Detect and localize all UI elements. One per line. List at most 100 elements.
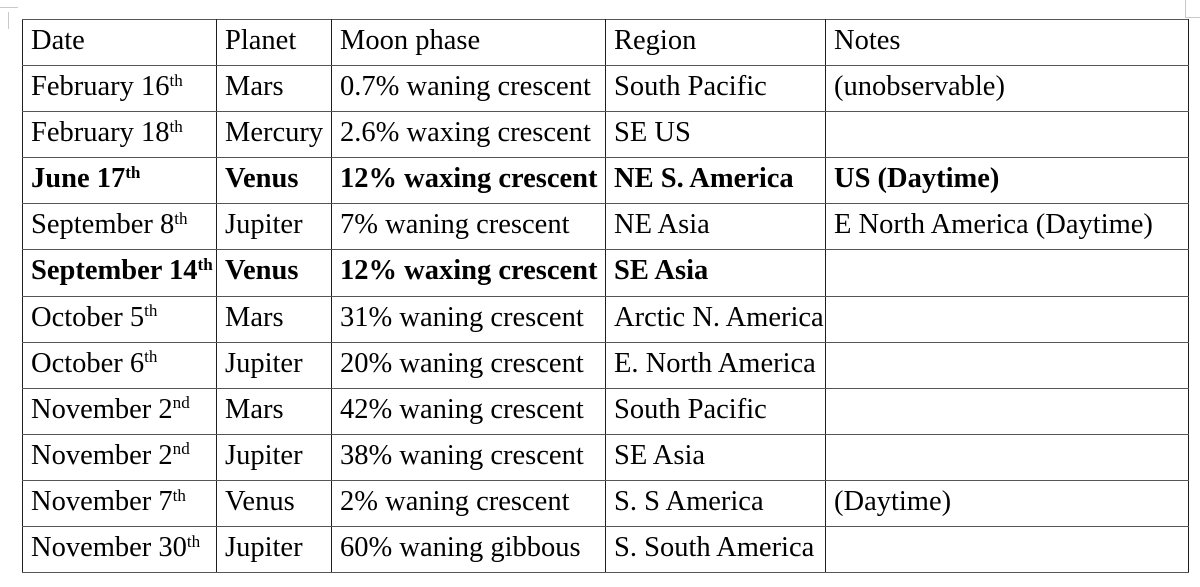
region-cell-text: SE Asia <box>614 255 709 287</box>
date-cell[interactable]: November 2nd <box>22 387 217 435</box>
table-row: October 5th Mars 31% waning crescent Arc… <box>22 295 1189 343</box>
notes-cell[interactable] <box>825 526 1189 574</box>
planet-cell[interactable]: Mars <box>216 387 332 435</box>
region-cell[interactable]: South Pacific <box>605 387 826 435</box>
notes-cell-text: (unobservable) <box>834 71 1005 103</box>
region-cell[interactable]: South Pacific <box>605 65 826 113</box>
planet-cell[interactable]: Mars <box>216 65 332 113</box>
region-cell[interactable]: NE S. America <box>605 157 826 205</box>
notes-cell[interactable]: US (Daytime) <box>825 157 1189 205</box>
header-row: Date Planet Moon phase Region Notes <box>22 18 1189 67</box>
date-cell[interactable]: September 14th <box>22 249 217 297</box>
date-cell[interactable]: November 30th <box>22 526 217 574</box>
moon-phase-cell[interactable]: 60% waning gibbous <box>331 526 606 574</box>
notes-cell[interactable] <box>825 341 1189 389</box>
notes-cell[interactable] <box>825 295 1189 343</box>
planet-cell-text: Mercury <box>225 117 324 149</box>
date-text: November 7 <box>31 485 173 517</box>
moon-phase-cell[interactable]: 12% waxing crescent <box>331 249 606 297</box>
moon-phase-cell-text: 2.6% waxing crescent <box>340 117 591 149</box>
planet-cell[interactable]: Jupiter <box>216 341 332 389</box>
header-cell-notes[interactable]: Notes <box>825 18 1189 67</box>
date-cell[interactable]: June 17th <box>22 157 217 205</box>
notes-cell-text: E North America (Daytime) <box>834 209 1153 241</box>
planet-cell-text: Jupiter <box>225 439 303 471</box>
region-cell-text: NE S. America <box>614 163 794 195</box>
date-ordinal-superscript: th <box>172 485 186 505</box>
header-cell-date[interactable]: Date <box>22 18 217 67</box>
planet-cell[interactable]: Jupiter <box>216 526 332 574</box>
planet-cell[interactable]: Mars <box>216 295 332 343</box>
notes-cell[interactable] <box>825 433 1189 481</box>
planet-cell-text: Venus <box>225 255 299 287</box>
planet-cell[interactable]: Venus <box>216 157 332 205</box>
moon-phase-cell[interactable]: 2.6% waxing crescent <box>331 111 606 159</box>
moon-phase-cell-text: 12% waxing crescent <box>340 163 598 195</box>
date-cell[interactable]: September 8th <box>22 203 217 251</box>
date-text: February 16 <box>31 71 170 103</box>
header-cell-planet[interactable]: Planet <box>216 18 332 67</box>
planet-cell[interactable]: Mercury <box>216 111 332 159</box>
date-cell[interactable]: November 7th <box>22 479 217 528</box>
header-cell-moon-phase[interactable]: Moon phase <box>331 18 606 67</box>
moon-phase-cell[interactable]: 0.7% waning crescent <box>331 65 606 113</box>
moon-phase-cell[interactable]: 42% waning crescent <box>331 387 606 435</box>
table-row: November 2nd Mars 42% waning crescent So… <box>22 387 1189 435</box>
moon-phase-cell[interactable]: 38% waning crescent <box>331 433 606 481</box>
moon-phase-cell[interactable]: 7% waning crescent <box>331 203 606 251</box>
region-cell-text: SE US <box>614 117 691 149</box>
moon-phase-cell-text: 60% waning gibbous <box>340 532 581 564</box>
region-cell[interactable]: S. South America <box>605 526 826 574</box>
header-cell-region[interactable]: Region <box>605 18 826 67</box>
date-cell[interactable]: February 18th <box>22 111 217 159</box>
moon-phase-cell[interactable]: 2% waning crescent <box>331 479 606 528</box>
date-cell[interactable]: October 6th <box>22 341 217 389</box>
table-row: September 14th Venus 12% waxing crescent… <box>22 249 1189 297</box>
moon-phase-cell-text: 20% waning crescent <box>340 347 584 379</box>
date-cell[interactable]: October 5th <box>22 295 217 343</box>
planet-cell[interactable]: Venus <box>216 479 332 528</box>
date-text: November 2 <box>31 439 173 471</box>
date-cell[interactable]: February 16th <box>22 65 217 113</box>
region-cell[interactable]: E. North America <box>605 341 826 389</box>
region-cell-text: SE Asia <box>614 439 706 471</box>
notes-cell[interactable]: E North America (Daytime) <box>825 203 1189 251</box>
date-text: October 6 <box>31 347 145 379</box>
table-row: June 17th Venus 12% waxing crescent NE S… <box>22 157 1189 205</box>
notes-cell[interactable]: (unobservable) <box>825 65 1189 113</box>
date-text: November 30 <box>31 532 187 564</box>
table-row: November 2nd Jupiter 38% waning crescent… <box>22 433 1189 481</box>
notes-cell[interactable]: (Daytime) <box>825 479 1189 528</box>
region-cell-text: South Pacific <box>614 393 767 425</box>
region-cell[interactable]: SE Asia <box>605 249 826 297</box>
moon-phase-cell[interactable]: 20% waning crescent <box>331 341 606 389</box>
notes-cell[interactable] <box>825 249 1189 297</box>
text-boundary-mark <box>1185 0 1186 18</box>
table-row: November 30th Jupiter 60% waning gibbous… <box>22 526 1189 574</box>
date-cell[interactable]: November 2nd <box>22 433 217 481</box>
region-cell[interactable]: Arctic N. America <box>605 295 826 343</box>
date-ordinal-superscript: th <box>197 255 213 275</box>
notes-cell[interactable] <box>825 387 1189 435</box>
date-text: September 14 <box>31 255 198 287</box>
moon-phase-cell-text: 42% waning crescent <box>340 393 584 425</box>
region-cell-text: E. North America <box>614 347 816 379</box>
moon-phase-cell[interactable]: 31% waning crescent <box>331 295 606 343</box>
region-cell[interactable]: NE Asia <box>605 203 826 251</box>
notes-cell[interactable] <box>825 111 1189 159</box>
moon-phase-cell[interactable]: 12% waxing crescent <box>331 157 606 205</box>
date-ordinal-superscript: th <box>125 162 141 182</box>
planet-cell[interactable]: Jupiter <box>216 433 332 481</box>
region-cell[interactable]: SE US <box>605 111 826 159</box>
planet-cell-text: Jupiter <box>225 347 303 379</box>
date-ordinal-superscript: th <box>169 116 183 136</box>
region-cell[interactable]: S. S America <box>605 479 826 528</box>
date-text: June 17 <box>31 163 126 195</box>
planet-cell[interactable]: Jupiter <box>216 203 332 251</box>
region-cell[interactable]: SE Asia <box>605 433 826 481</box>
table-row: September 8th Jupiter 7% waning crescent… <box>22 203 1189 251</box>
planet-cell-text: Mars <box>225 301 284 333</box>
table-row: February 16th Mars 0.7% waning crescent … <box>22 65 1189 113</box>
planet-cell[interactable]: Venus <box>216 249 332 297</box>
planet-cell-text: Venus <box>225 485 295 517</box>
